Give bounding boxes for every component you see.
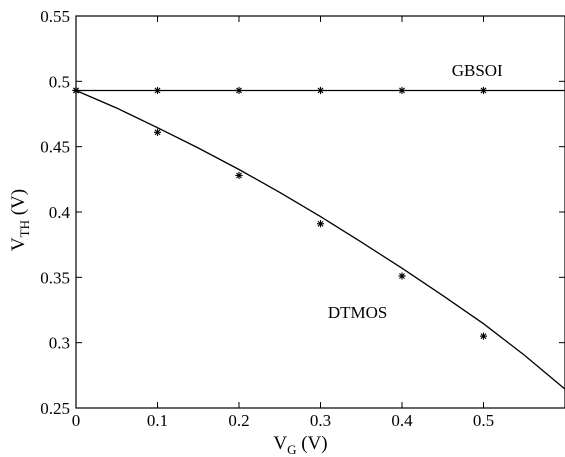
series-annotation: GBSOI — [452, 61, 503, 80]
data-point-dtmos — [235, 171, 243, 180]
x-axis-label-main: V — [273, 433, 287, 454]
x-axis-label-rest: (V) — [296, 433, 327, 454]
x-tick-label: 0.2 — [228, 411, 249, 430]
series-annotation: DTMOS — [328, 303, 388, 322]
data-point-dtmos — [316, 220, 325, 228]
x-axis-label: VG (V) — [273, 433, 327, 457]
y-axis-label-rest: (V) — [8, 189, 29, 220]
series-layer — [75, 89, 565, 390]
y-axis-label-sub: TH — [17, 220, 32, 237]
y-axis-label-main: V — [8, 237, 29, 251]
marker-stroke — [317, 87, 324, 94]
y-tick-label: 0.3 — [49, 334, 70, 353]
y-tick-label: 0.5 — [49, 72, 70, 91]
y-tick-label: 0.4 — [49, 203, 71, 222]
data-point-gbsoi — [398, 86, 406, 95]
series-line-dtmos — [75, 89, 565, 390]
data-point-gbsoi — [153, 86, 162, 95]
marker-stroke — [317, 220, 324, 227]
data-point-dtmos — [479, 332, 488, 340]
y-tick-label: 0.25 — [40, 399, 70, 418]
marker-stroke — [236, 172, 242, 179]
data-point-dtmos — [153, 128, 162, 136]
marker-stroke — [236, 87, 242, 94]
data-point-dtmos — [398, 272, 406, 280]
label-layer: 0 0.1 0.2 0.3 0.4 0.5 0.25 0.3 0.35 0.4 0.45 0.5 0.5… — [40, 7, 503, 430]
x-tick-label: 0.4 — [391, 411, 413, 430]
y-tick-label: 0.55 — [40, 7, 70, 26]
x-tick-label: 0 — [72, 411, 81, 430]
x-tick-label: 0.5 — [473, 411, 494, 430]
x-tick-label: 0.3 — [310, 411, 331, 430]
y-tick-label: 0.45 — [40, 138, 70, 157]
marker-stroke — [154, 129, 161, 136]
marker-stroke — [154, 87, 161, 94]
marker-stroke — [399, 273, 405, 279]
x-tick-label: 0.1 — [147, 411, 168, 430]
marker-stroke — [399, 87, 405, 94]
data-point-gbsoi — [316, 86, 325, 95]
x-axis-label-sub: G — [287, 442, 296, 457]
marker-stroke — [480, 87, 487, 94]
y-axis-label: VTH (V) — [8, 189, 32, 251]
marker-layer — [72, 86, 488, 340]
data-point-gbsoi — [235, 86, 243, 95]
y-tick-label: 0.35 — [40, 268, 70, 287]
data-point-gbsoi — [479, 86, 488, 95]
marker-stroke — [480, 333, 487, 340]
tick-layer — [75, 15, 565, 409]
